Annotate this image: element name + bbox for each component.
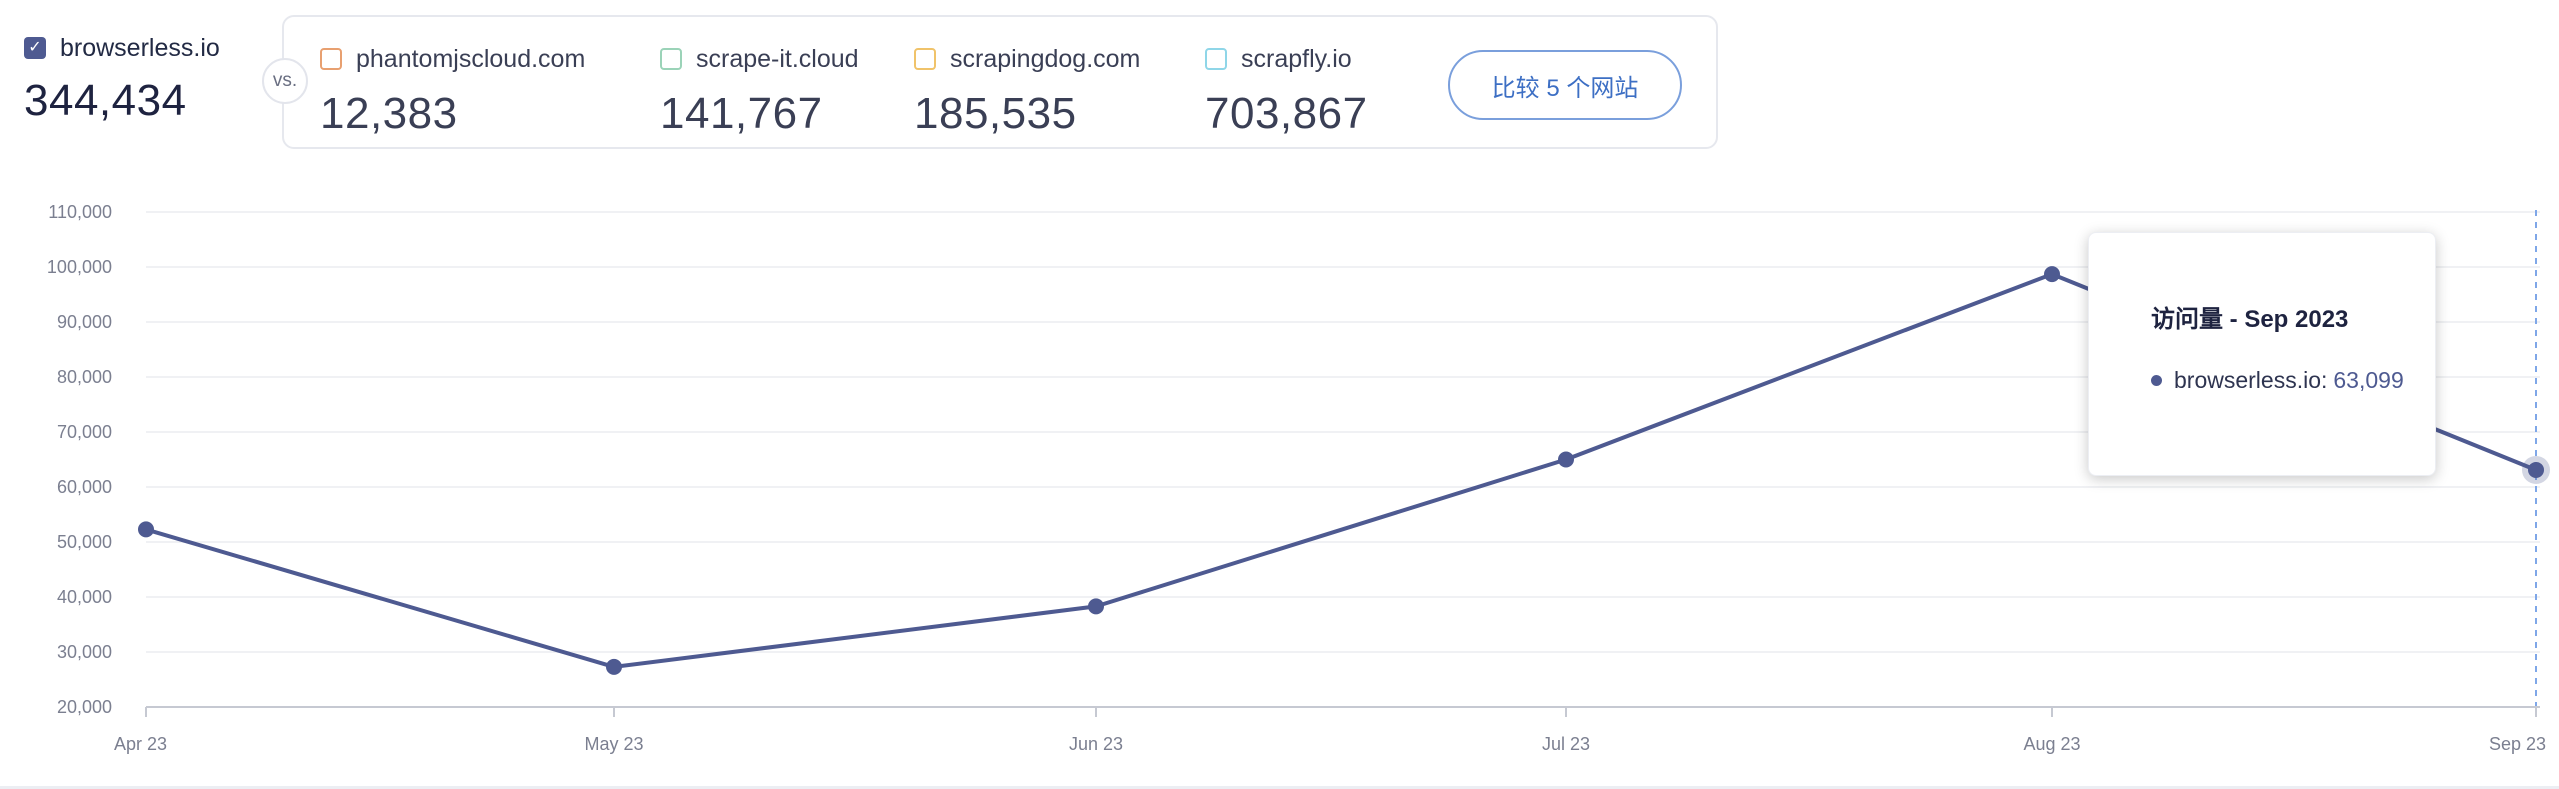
- bottom-divider: [0, 786, 2559, 789]
- checkbox-unchecked-icon[interactable]: [914, 48, 936, 70]
- competitor-row[interactable]: scrapfly.io: [1205, 39, 1368, 79]
- competitor-visits: 12,383: [320, 89, 458, 138]
- y-tick-label: 50,000: [57, 532, 112, 552]
- competitor-visits: 703,867: [1205, 89, 1368, 138]
- x-tick-label: Sep 23: [2489, 734, 2546, 754]
- y-tick-label: 90,000: [57, 312, 112, 332]
- y-tick-label: 20,000: [57, 697, 112, 717]
- competitor-scrapfly: scrapfly.io 703,867: [1205, 39, 1368, 139]
- competitor-row[interactable]: phantomjscloud.com: [320, 39, 585, 79]
- x-tick-label: Aug 23: [2023, 734, 2080, 754]
- primary-site-name: browserless.io: [60, 33, 220, 62]
- competitor-visits: 141,767: [660, 89, 823, 138]
- y-tick-label: 30,000: [57, 642, 112, 662]
- data-point[interactable]: [606, 658, 622, 675]
- y-tick-label: 100,000: [47, 257, 112, 277]
- y-tick-label: 110,000: [48, 202, 112, 222]
- primary-site-row[interactable]: ✓ browserless.io: [24, 28, 254, 68]
- y-tick-label: 60,000: [57, 477, 112, 497]
- tooltip-series-value: 63,099: [2333, 367, 2404, 393]
- chart-tooltip: 访问量 - Sep 2023 browserless.io: 63,099: [2088, 232, 2436, 476]
- competitor-name: scrape-it.cloud: [696, 44, 859, 73]
- primary-site: ✓ browserless.io 344,434: [24, 28, 254, 126]
- data-point[interactable]: [2528, 461, 2544, 478]
- checkbox-checked-icon[interactable]: ✓: [24, 37, 46, 59]
- compare-sites-button[interactable]: 比较 5 个网站: [1448, 50, 1682, 120]
- data-point[interactable]: [2044, 266, 2060, 283]
- tooltip-title: 访问量 - Sep 2023: [2151, 306, 2349, 333]
- competitor-row[interactable]: scrapingdog.com: [914, 39, 1140, 79]
- x-tick-label: Jun 23: [1069, 734, 1123, 754]
- competitor-name: scrapfly.io: [1241, 44, 1352, 73]
- y-tick-label: 70,000: [57, 422, 112, 442]
- checkbox-unchecked-icon[interactable]: [1205, 48, 1227, 70]
- competitor-name: phantomjscloud.com: [356, 44, 586, 73]
- checkbox-unchecked-icon[interactable]: [320, 48, 342, 70]
- competitor-phantomjscloud: phantomjscloud.com 12,383: [320, 39, 585, 139]
- y-tick-label: 40,000: [57, 587, 112, 607]
- competitor-scrape-it: scrape-it.cloud 141,767: [660, 39, 859, 139]
- tooltip-series-name: browserless.io:: [2174, 367, 2328, 393]
- vs-badge: vs.: [262, 58, 308, 104]
- y-tick-label: 80,000: [57, 367, 112, 387]
- competitor-visits: 185,535: [914, 89, 1077, 138]
- series-dot-icon: [2151, 375, 2162, 386]
- competitor-name: scrapingdog.com: [950, 44, 1141, 73]
- x-tick-label: May 23: [584, 734, 643, 754]
- checkbox-unchecked-icon[interactable]: [660, 48, 682, 70]
- x-tick-label: Jul 23: [1542, 734, 1590, 754]
- chart-axes: 20,000 30,000 40,000 50,000 60,000 70,000 80,0…: [47, 202, 2546, 754]
- data-point[interactable]: [138, 521, 154, 538]
- competitor-row[interactable]: scrape-it.cloud: [660, 39, 859, 79]
- data-point[interactable]: [1558, 451, 1574, 468]
- tooltip-series-row: browserless.io: 63,099: [2151, 367, 2404, 394]
- competitor-scrapingdog: scrapingdog.com 185,535: [914, 39, 1140, 139]
- primary-site-visits: 344,434: [24, 76, 187, 125]
- data-point[interactable]: [1088, 598, 1104, 615]
- x-tick-label: Apr 23: [114, 734, 167, 754]
